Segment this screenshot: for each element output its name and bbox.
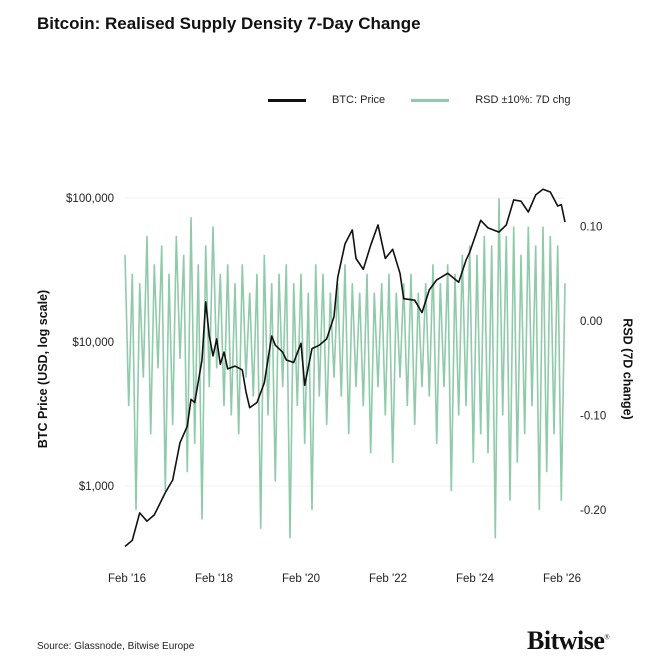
y-left-tick-label: $100,000 bbox=[66, 193, 114, 205]
y-right-tick-label: 0.10 bbox=[580, 222, 602, 234]
x-tick-label: Feb '18 bbox=[195, 573, 233, 585]
x-tick-label: Feb '26 bbox=[543, 573, 581, 585]
x-tick-label: Feb '24 bbox=[456, 573, 495, 585]
legend-swatch-rsd bbox=[411, 98, 450, 102]
y-right-tick-label: -0.10 bbox=[580, 411, 606, 423]
legend-swatch-price bbox=[268, 98, 306, 102]
x-tick-label: Feb '20 bbox=[282, 573, 320, 585]
y-right-tick-label: -0.20 bbox=[580, 505, 606, 517]
legend: BTC: Price RSD ±10%: 7D chg bbox=[268, 94, 597, 106]
y-left-tick-label: $10,000 bbox=[72, 337, 114, 349]
y-left-tick-label: $1,000 bbox=[79, 481, 114, 493]
rsd-series-line bbox=[124, 198, 566, 539]
x-tick-label: Feb '22 bbox=[369, 573, 407, 585]
x-tick-label: Feb '16 bbox=[108, 573, 146, 585]
source-note: Source: Glassnode, Bitwise Europe bbox=[37, 641, 195, 652]
y-right-tick-label: 0.00 bbox=[580, 316, 602, 328]
bitwise-logo: Bitwise® bbox=[527, 626, 610, 655]
legend-label-rsd: RSD ±10%: 7D chg bbox=[475, 94, 571, 106]
btc-price-line bbox=[124, 188, 566, 548]
chart-title: Bitcoin: Realised Supply Density 7-Day C… bbox=[37, 14, 421, 33]
legend-label-price: BTC: Price bbox=[332, 94, 386, 106]
